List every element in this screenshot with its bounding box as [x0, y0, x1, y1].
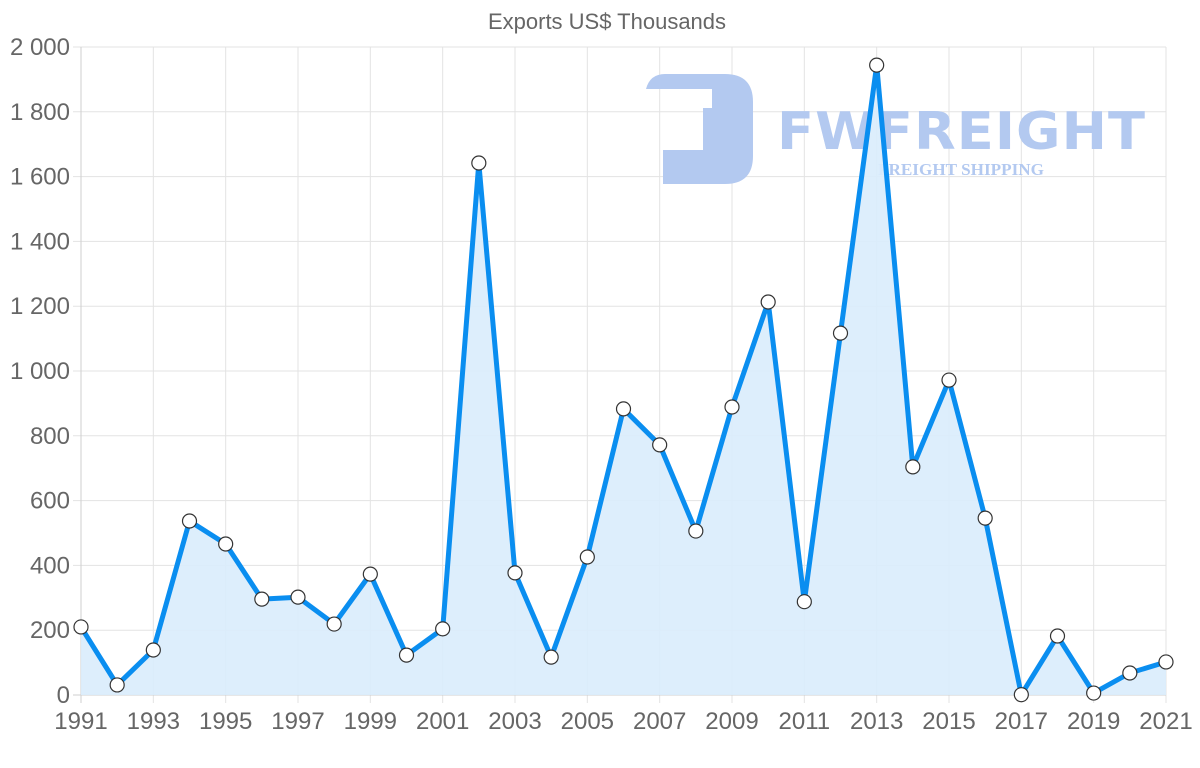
data-point[interactable]	[73, 619, 89, 635]
x-tick-label: 1997	[271, 708, 324, 735]
data-point[interactable]	[1158, 654, 1174, 670]
data-point[interactable]	[615, 401, 632, 417]
watermark-brand: FWFREIGHT	[777, 102, 1146, 162]
data-point[interactable]	[218, 536, 234, 552]
data-point[interactable]	[652, 437, 668, 453]
y-tick-label: 600	[30, 488, 70, 515]
x-tick-label: 2011	[779, 708, 831, 735]
data-point[interactable]	[1086, 685, 1102, 701]
x-tick-label: 2017	[995, 708, 1048, 735]
x-tick-label: 2003	[488, 708, 541, 735]
y-tick-label: 1 600	[10, 164, 70, 191]
y-axis-labels: 0 200 400 600 800 1 000 1 200 1 400 1 600 1 800 2 …	[10, 34, 70, 709]
y-tick-label: 1 400	[10, 228, 70, 255]
data-point[interactable]	[905, 459, 921, 475]
data-point[interactable]	[832, 325, 849, 341]
watermark: FWFREIGHT FREIGHT SHIPPING	[646, 74, 1146, 184]
data-point[interactable]	[145, 642, 161, 658]
data-point[interactable]	[507, 565, 523, 581]
data-point[interactable]	[869, 57, 885, 73]
data-point[interactable]	[977, 510, 993, 526]
x-tick-label: 1991	[54, 708, 107, 735]
fwfreight-logo-icon	[646, 74, 753, 184]
data-point[interactable]	[290, 589, 306, 605]
x-tick-label: 2005	[561, 708, 614, 735]
y-tick-label: 0	[57, 682, 70, 709]
data-point[interactable]	[724, 399, 740, 415]
y-tick-label: 1 200	[10, 293, 70, 320]
data-point[interactable]	[254, 591, 270, 607]
y-tick-label: 200	[30, 617, 70, 644]
x-tick-label: 2013	[850, 708, 903, 735]
area-fill	[81, 65, 1166, 696]
y-tick-label: 400	[30, 552, 70, 579]
data-point[interactable]	[543, 649, 559, 665]
data-point[interactable]	[941, 372, 957, 388]
chart-title: Exports US$ Thousands	[488, 9, 726, 34]
data-point[interactable]	[688, 523, 704, 539]
data-points	[73, 57, 1174, 703]
data-point[interactable]	[471, 155, 487, 171]
data-point[interactable]	[326, 616, 342, 632]
data-point[interactable]	[398, 647, 415, 663]
x-tick-label: 2007	[633, 708, 686, 735]
data-point[interactable]	[1122, 665, 1138, 681]
data-point[interactable]	[435, 621, 451, 637]
data-point[interactable]	[181, 513, 198, 529]
y-tick-label: 1 800	[10, 99, 70, 126]
x-tick-label: 1993	[127, 708, 180, 735]
x-tick-label: 2019	[1067, 708, 1120, 735]
x-axis-labels: 1991 1993 1995 1997 1999 2001 2003 2005 2007 2009…	[54, 708, 1192, 735]
x-tick-label: 2009	[705, 708, 758, 735]
x-tick-label: 2001	[416, 708, 469, 735]
data-point[interactable]	[579, 549, 595, 565]
x-tick-label: 2021	[1139, 708, 1192, 735]
data-point[interactable]	[1049, 628, 1066, 644]
y-tick-label: 1 000	[10, 358, 70, 385]
y-tick-label: 800	[30, 423, 70, 450]
x-tick-label: 1995	[199, 708, 252, 735]
x-tick-label: 1999	[344, 708, 397, 735]
watermark-tagline: FREIGHT SHIPPING	[878, 160, 1044, 179]
data-point[interactable]	[796, 594, 812, 610]
data-point[interactable]	[1013, 687, 1029, 703]
data-point[interactable]	[362, 566, 378, 582]
data-point[interactable]	[760, 294, 776, 310]
x-tick-label: 2015	[922, 708, 975, 735]
y-tick-label: 2 000	[10, 34, 70, 61]
data-point[interactable]	[109, 677, 125, 693]
